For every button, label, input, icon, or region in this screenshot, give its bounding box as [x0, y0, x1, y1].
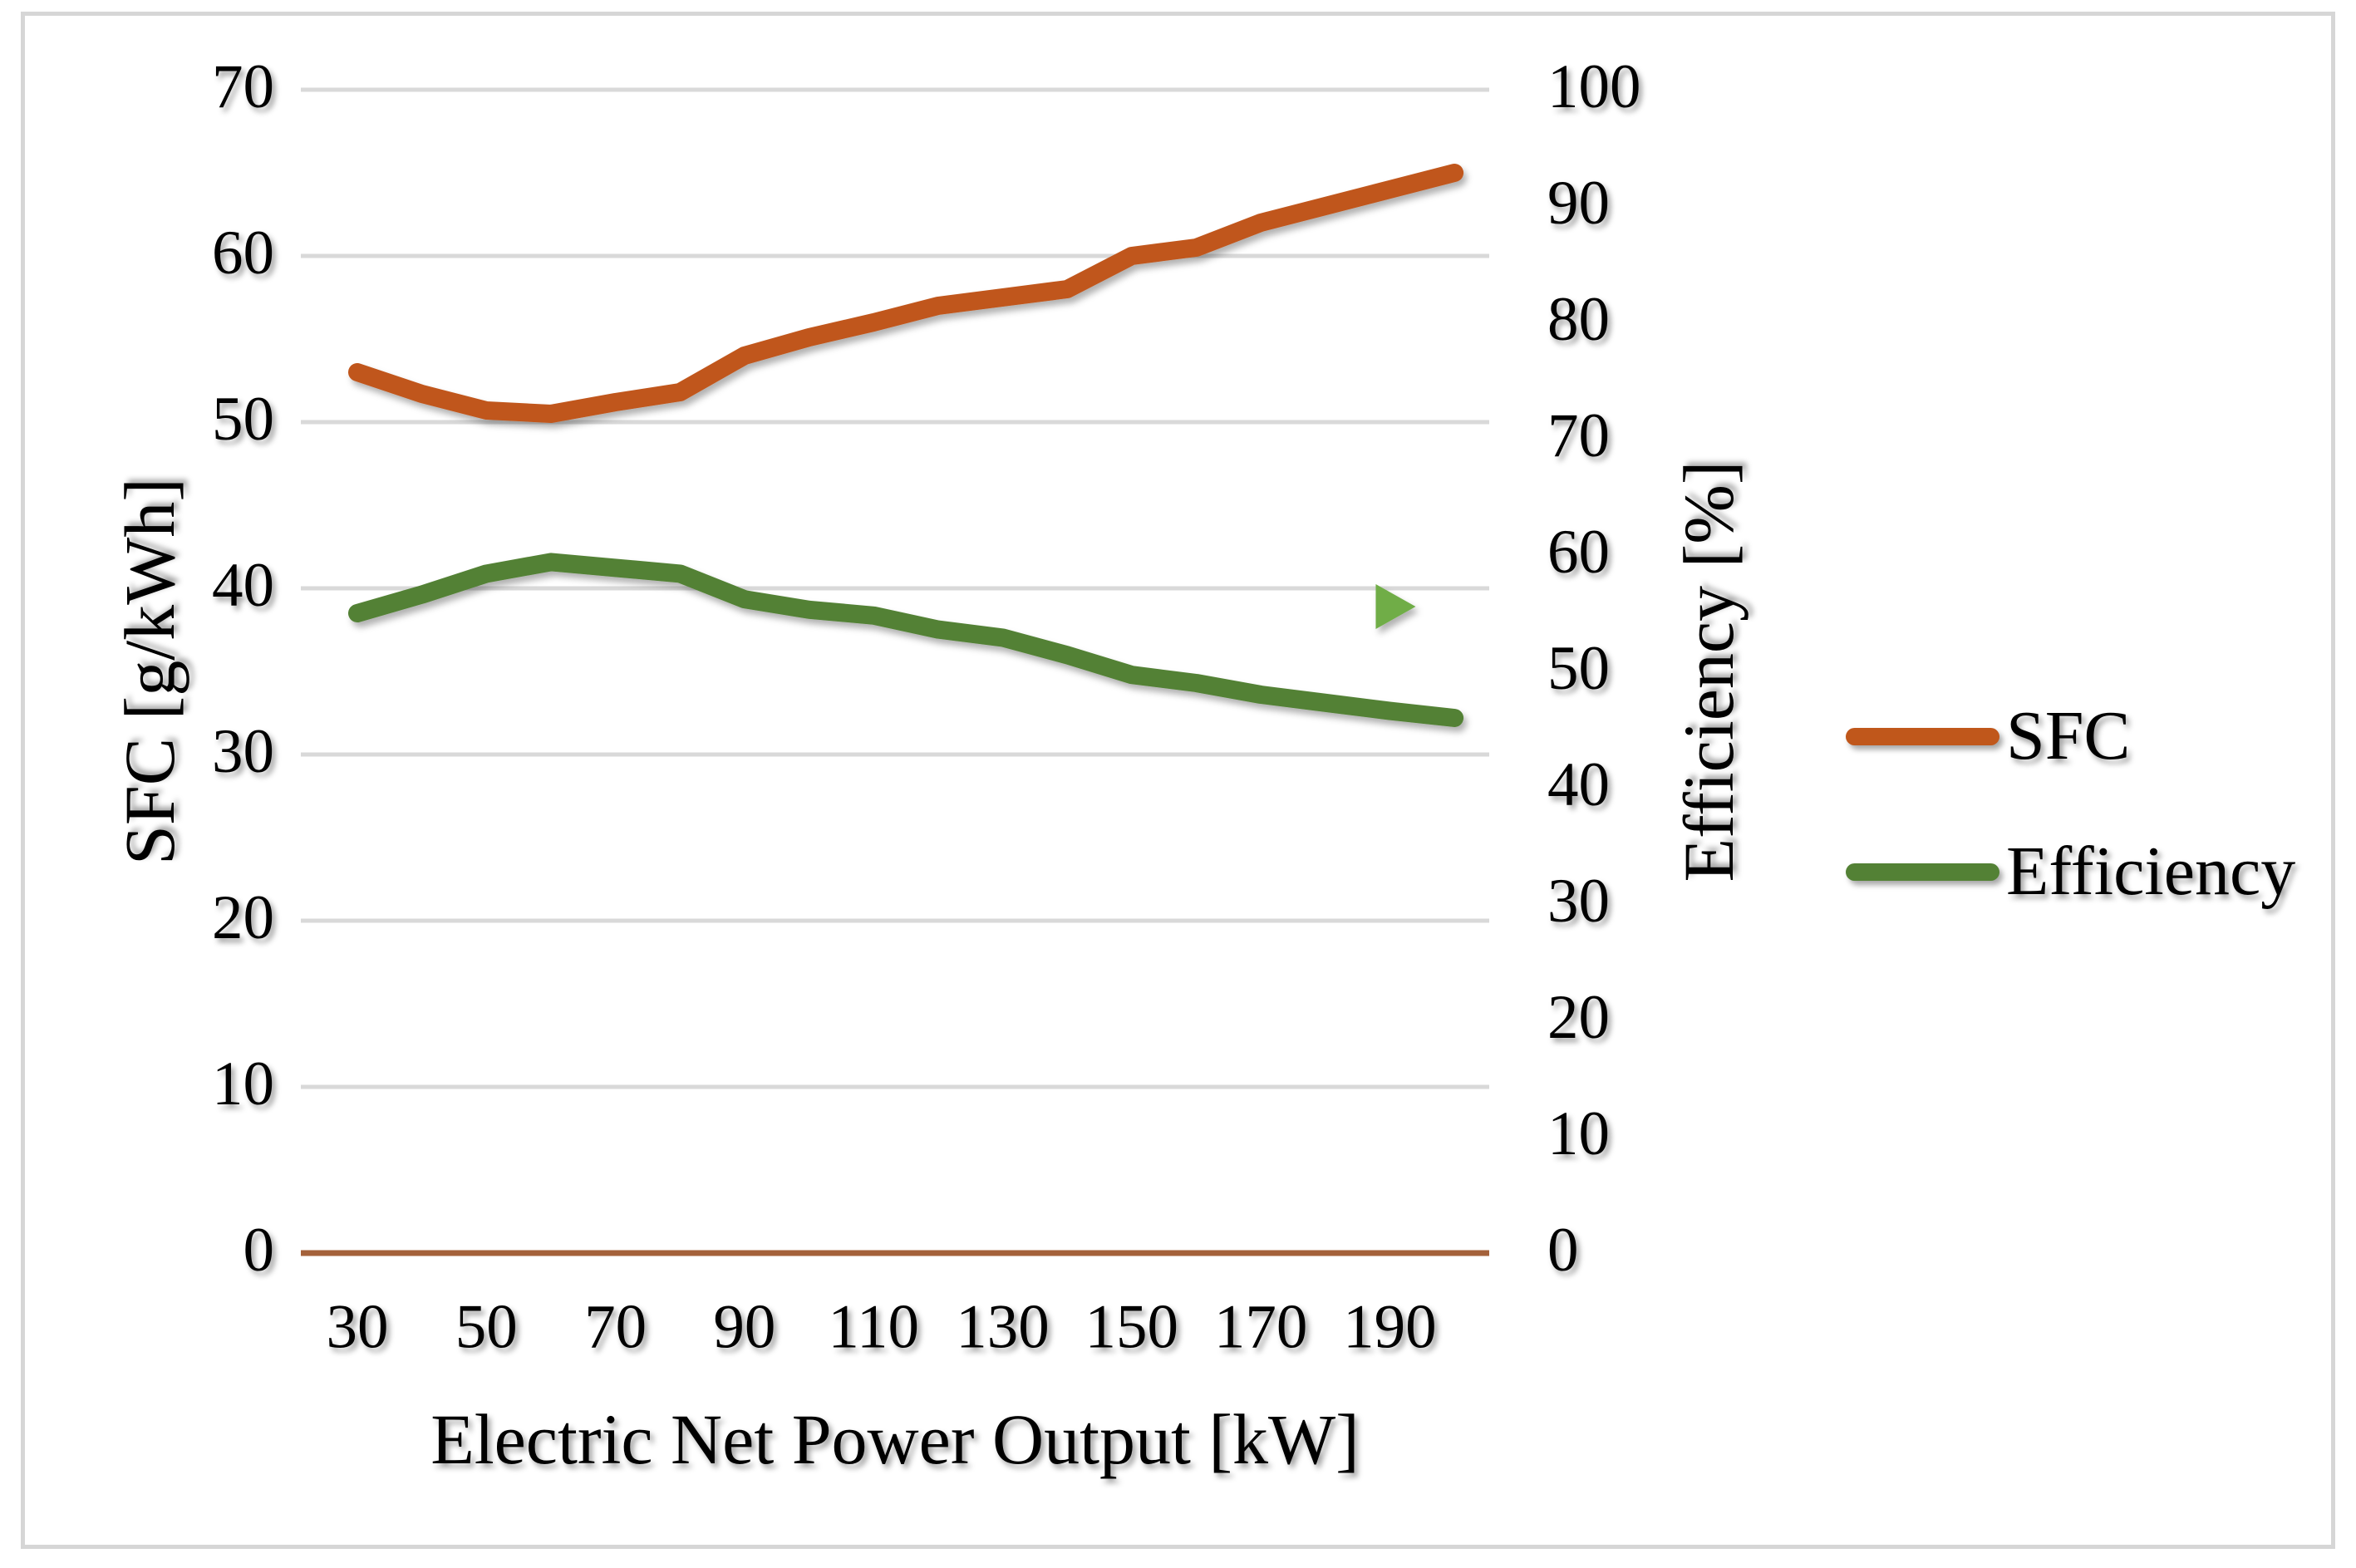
left-axis-tick-label: 50: [212, 384, 274, 454]
x-axis-tick-label: 190: [1343, 1292, 1437, 1362]
x-axis-tick-label: 90: [713, 1292, 776, 1362]
left-axis-title: SFC [g/kWh]: [110, 478, 189, 865]
right-axis-tick-label: 70: [1547, 401, 1610, 470]
right-axis-tick-label: 0: [1547, 1215, 1579, 1285]
series-line-sfc: [348, 164, 1464, 423]
right-axis-tick-label: 60: [1547, 517, 1610, 587]
right-axis-tick-label: 90: [1547, 168, 1610, 238]
left-axis-tick-label: 40: [212, 550, 274, 620]
left-axis-tick-label: 30: [212, 716, 274, 786]
right-axis-tick-label: 10: [1547, 1099, 1610, 1168]
left-axis-tick-label: 10: [212, 1049, 274, 1118]
left-axis-tick-label: 20: [212, 882, 274, 952]
legend-label: Efficiency: [2006, 833, 2296, 910]
x-axis-tick-label: 50: [455, 1292, 518, 1362]
x-axis-tick-label: 110: [828, 1292, 920, 1362]
x-axis-tick-label: 130: [956, 1292, 1050, 1362]
legend-line-swatch: [1846, 727, 1999, 745]
figure-border: [21, 12, 2335, 1549]
right-axis-title: Efficiency [%]: [1669, 460, 1749, 882]
x-axis-tick-label: 170: [1213, 1292, 1308, 1362]
right-axis-tick-label: 40: [1547, 750, 1610, 819]
left-axis-tick-label: 0: [243, 1215, 275, 1285]
legend-line-swatch: [1846, 863, 1999, 881]
x-axis-tick-label: 70: [584, 1292, 647, 1362]
legend-item: SFC: [1846, 701, 2130, 771]
right-axis-tick-label: 100: [1547, 52, 1641, 121]
x-axis-tick-label: 150: [1085, 1292, 1179, 1362]
legend-item: Efficiency: [1846, 837, 2295, 907]
legend-label: SFC: [2006, 697, 2131, 774]
left-axis-tick-label: 60: [212, 218, 274, 288]
arrow-head-icon: [1375, 584, 1416, 629]
left-axis-tick-label: 70: [212, 52, 274, 121]
series-line-efficiency: [348, 553, 1464, 727]
right-axis-tick-label: 80: [1547, 284, 1610, 354]
right-axis-tick-label: 50: [1547, 633, 1610, 703]
right-axis-tick-label: 20: [1547, 982, 1610, 1052]
x-axis-tick-label: 30: [326, 1292, 389, 1362]
right-axis-tick-label: 30: [1547, 866, 1610, 936]
x-axis-title: Electric Net Power Output [kW]: [430, 1399, 1360, 1479]
